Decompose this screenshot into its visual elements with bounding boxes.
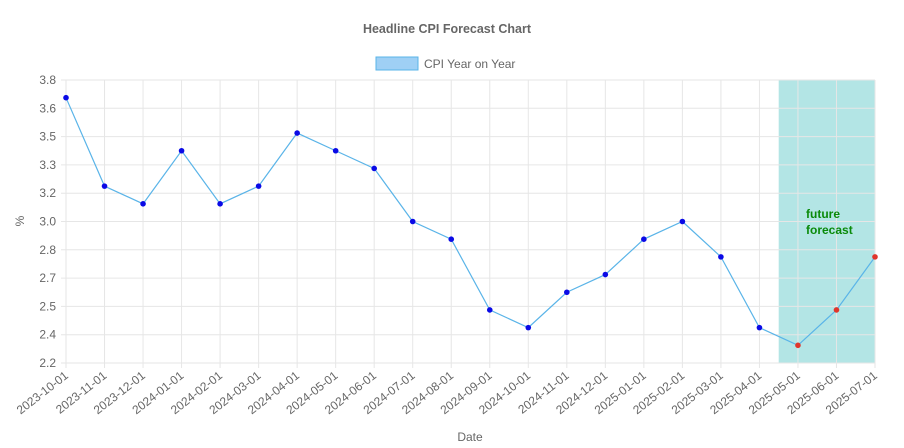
y-axis-title: %	[13, 215, 27, 226]
forecast-data-point[interactable]	[795, 342, 801, 349]
data-point[interactable]	[217, 201, 223, 207]
data-point[interactable]	[679, 218, 686, 225]
series-line-cpi	[65, 97, 876, 347]
x-axis-ticks: 2023-10-012023-11-012023-12-012024-01-01…	[14, 368, 880, 417]
data-point[interactable]	[294, 130, 300, 136]
data-point[interactable]	[371, 165, 377, 172]
y-tick-label: 3.8	[39, 73, 56, 87]
series-line-layer	[65, 97, 876, 347]
y-axis-ticks: 2.2 2.4 2.5 2.7 2.8 3.0 3.2 3.3 3.5 3.6 3.8	[39, 73, 56, 370]
data-point[interactable]	[178, 147, 185, 154]
y-tick-label: 3.5	[39, 130, 56, 144]
data-point[interactable]	[140, 201, 146, 207]
forecast-data-point[interactable]	[872, 254, 878, 260]
y-tick-label: 3.6	[39, 101, 56, 115]
y-tick-label: 3.0	[39, 215, 56, 229]
data-point[interactable]	[255, 183, 262, 189]
data-point[interactable]	[718, 254, 724, 260]
y-tick-label: 2.8	[39, 243, 56, 257]
annotation-forecast: forecast	[806, 223, 853, 237]
data-point[interactable]	[63, 94, 69, 101]
legend-label: CPI Year on Year	[424, 57, 515, 71]
data-points-layer	[63, 94, 878, 349]
forecast-data-point[interactable]	[833, 307, 840, 313]
y-tick-label: 3.2	[39, 186, 56, 200]
annotation-future: future	[806, 207, 840, 221]
grid-layer	[61, 79, 876, 368]
data-point[interactable]	[641, 236, 647, 242]
y-tick-label: 2.2	[39, 356, 56, 370]
data-point[interactable]	[486, 307, 493, 313]
data-point[interactable]	[756, 324, 763, 331]
y-tick-label: 2.7	[39, 271, 56, 285]
chart-title: Headline CPI Forecast Chart	[363, 22, 532, 36]
y-tick-label: 3.3	[39, 158, 56, 172]
y-tick-label: 2.4	[39, 328, 56, 342]
data-point[interactable]	[602, 271, 609, 278]
y-tick-label: 2.5	[39, 299, 56, 313]
data-point[interactable]	[101, 183, 108, 189]
data-point[interactable]	[525, 324, 532, 331]
data-point[interactable]	[564, 289, 570, 296]
x-axis-title: Date	[457, 430, 483, 444]
data-point[interactable]	[409, 218, 416, 225]
chart-legend[interactable]: CPI Year on Year	[375, 56, 515, 71]
data-point[interactable]	[332, 147, 339, 154]
data-point[interactable]	[448, 236, 455, 242]
legend-swatch	[375, 56, 419, 71]
